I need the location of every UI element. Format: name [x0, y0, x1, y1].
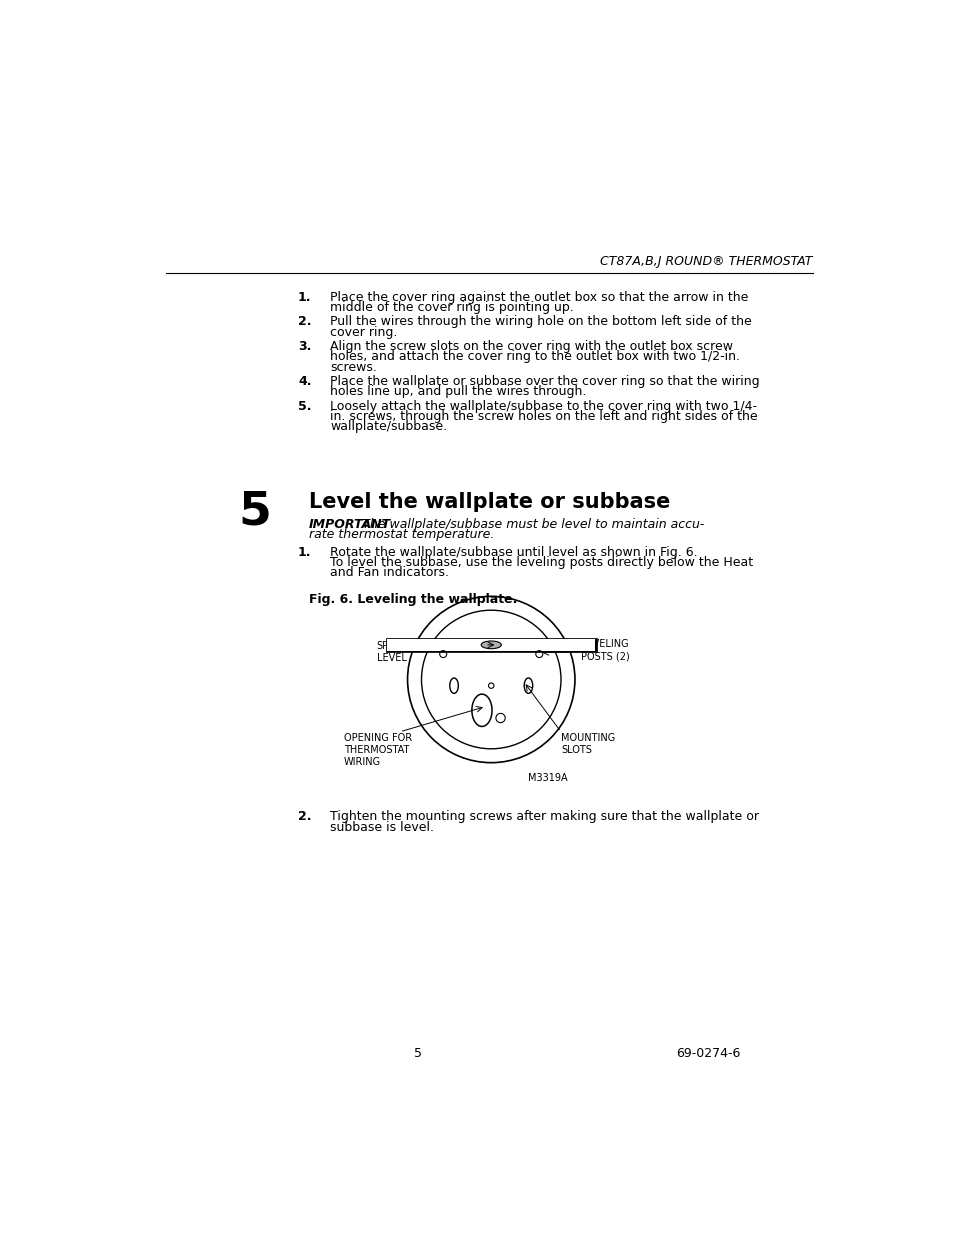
- Text: 1.: 1.: [297, 290, 311, 304]
- Text: screws.: screws.: [330, 361, 376, 374]
- Text: M3319A: M3319A: [528, 773, 567, 783]
- Text: MOUNTING
SLOTS: MOUNTING SLOTS: [560, 734, 615, 755]
- Text: Pull the wires through the wiring hole on the bottom left side of the: Pull the wires through the wiring hole o…: [330, 315, 751, 329]
- Text: Level the wallplate or subbase: Level the wallplate or subbase: [309, 493, 670, 513]
- Text: Align the screw slots on the cover ring with the outlet box screw: Align the screw slots on the cover ring …: [330, 340, 732, 353]
- Text: Rotate the wallplate/subbase until level as shown in Fig. 6.: Rotate the wallplate/subbase until level…: [330, 546, 697, 558]
- Text: CT87A,B,J ROUND® THERMOSTAT: CT87A,B,J ROUND® THERMOSTAT: [599, 254, 812, 268]
- Text: LEVELING
POSTS (2): LEVELING POSTS (2): [580, 640, 629, 661]
- Text: Loosely attach the wallplate/subbase to the cover ring with two 1/4-: Loosely attach the wallplate/subbase to …: [330, 400, 757, 412]
- Text: subbase is level.: subbase is level.: [330, 821, 434, 834]
- Text: 5: 5: [238, 489, 271, 535]
- Text: cover ring.: cover ring.: [330, 326, 397, 338]
- Text: 5: 5: [414, 1047, 421, 1060]
- Ellipse shape: [480, 641, 500, 648]
- Text: OPENING FOR
THERMOSTAT
WIRING: OPENING FOR THERMOSTAT WIRING: [344, 734, 412, 767]
- Text: :  The wallplate/subbase must be level to maintain accu-: : The wallplate/subbase must be level to…: [350, 517, 704, 531]
- Text: 4.: 4.: [297, 375, 311, 388]
- Text: To level the subbase, use the leveling posts directly below the Heat: To level the subbase, use the leveling p…: [330, 556, 752, 569]
- Text: IMPORTANT: IMPORTANT: [309, 517, 391, 531]
- Text: 5.: 5.: [297, 400, 311, 412]
- Text: rate thermostat temperature.: rate thermostat temperature.: [309, 529, 494, 541]
- Text: 69-0274-6: 69-0274-6: [676, 1047, 740, 1060]
- Text: holes line up, and pull the wires through.: holes line up, and pull the wires throug…: [330, 385, 586, 399]
- Text: Fig. 6. Leveling the wallplate.: Fig. 6. Leveling the wallplate.: [309, 593, 517, 606]
- Text: holes, and attach the cover ring to the outlet box with two 1/2-in.: holes, and attach the cover ring to the …: [330, 351, 740, 363]
- Text: and Fan indicators.: and Fan indicators.: [330, 567, 449, 579]
- Text: wallplate/subbase.: wallplate/subbase.: [330, 420, 447, 433]
- Text: 1.: 1.: [297, 546, 311, 558]
- Text: Place the cover ring against the outlet box so that the arrow in the: Place the cover ring against the outlet …: [330, 290, 748, 304]
- Text: in. screws, through the screw holes on the left and right sides of the: in. screws, through the screw holes on t…: [330, 410, 757, 424]
- Bar: [387, 638, 595, 651]
- Text: SPIRIT
LEVEL: SPIRIT LEVEL: [376, 641, 407, 663]
- Text: 3.: 3.: [297, 340, 311, 353]
- Text: 2.: 2.: [297, 810, 311, 824]
- Bar: [385, 638, 596, 652]
- Text: middle of the cover ring is pointing up.: middle of the cover ring is pointing up.: [330, 301, 573, 314]
- Text: Place the wallplate or subbase over the cover ring so that the wiring: Place the wallplate or subbase over the …: [330, 375, 759, 388]
- Text: Tighten the mounting screws after making sure that the wallplate or: Tighten the mounting screws after making…: [330, 810, 759, 824]
- Text: 2.: 2.: [297, 315, 311, 329]
